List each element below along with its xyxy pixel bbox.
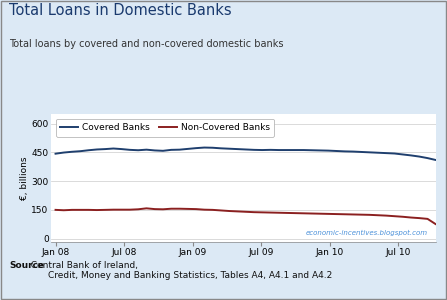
Covered Banks	[69, 150, 75, 154]
Covered Banks	[177, 148, 182, 152]
Non-Covered Banks	[185, 207, 190, 211]
Non-Covered Banks	[69, 208, 75, 212]
Legend: Covered Banks, Non-Covered Banks: Covered Banks, Non-Covered Banks	[56, 118, 274, 136]
Covered Banks	[409, 154, 414, 157]
Covered Banks	[53, 152, 58, 155]
Text: : Central Bank of Ireland,
        Credit, Money and Banking Statistics, Tables : : Central Bank of Ireland, Credit, Money…	[25, 261, 332, 280]
Non-Covered Banks	[127, 208, 133, 211]
Text: Source: Source	[9, 261, 44, 270]
Line: Non-Covered Banks: Non-Covered Banks	[55, 208, 447, 230]
Text: economic-incentives.blogspot.com: economic-incentives.blogspot.com	[306, 230, 428, 236]
Non-Covered Banks	[53, 208, 58, 212]
Y-axis label: €, billions: €, billions	[20, 156, 29, 200]
Covered Banks	[309, 148, 315, 152]
Covered Banks	[202, 146, 207, 149]
Non-Covered Banks	[409, 216, 414, 219]
Non-Covered Banks	[309, 212, 315, 215]
Line: Covered Banks: Covered Banks	[55, 148, 447, 176]
Covered Banks	[102, 147, 108, 151]
Non-Covered Banks	[102, 208, 108, 212]
Non-Covered Banks	[144, 206, 149, 210]
Covered Banks	[127, 148, 133, 152]
Text: Total Loans in Domestic Banks: Total Loans in Domestic Banks	[9, 3, 232, 18]
Text: Total loans by covered and non-covered domestic banks: Total loans by covered and non-covered d…	[9, 39, 283, 49]
